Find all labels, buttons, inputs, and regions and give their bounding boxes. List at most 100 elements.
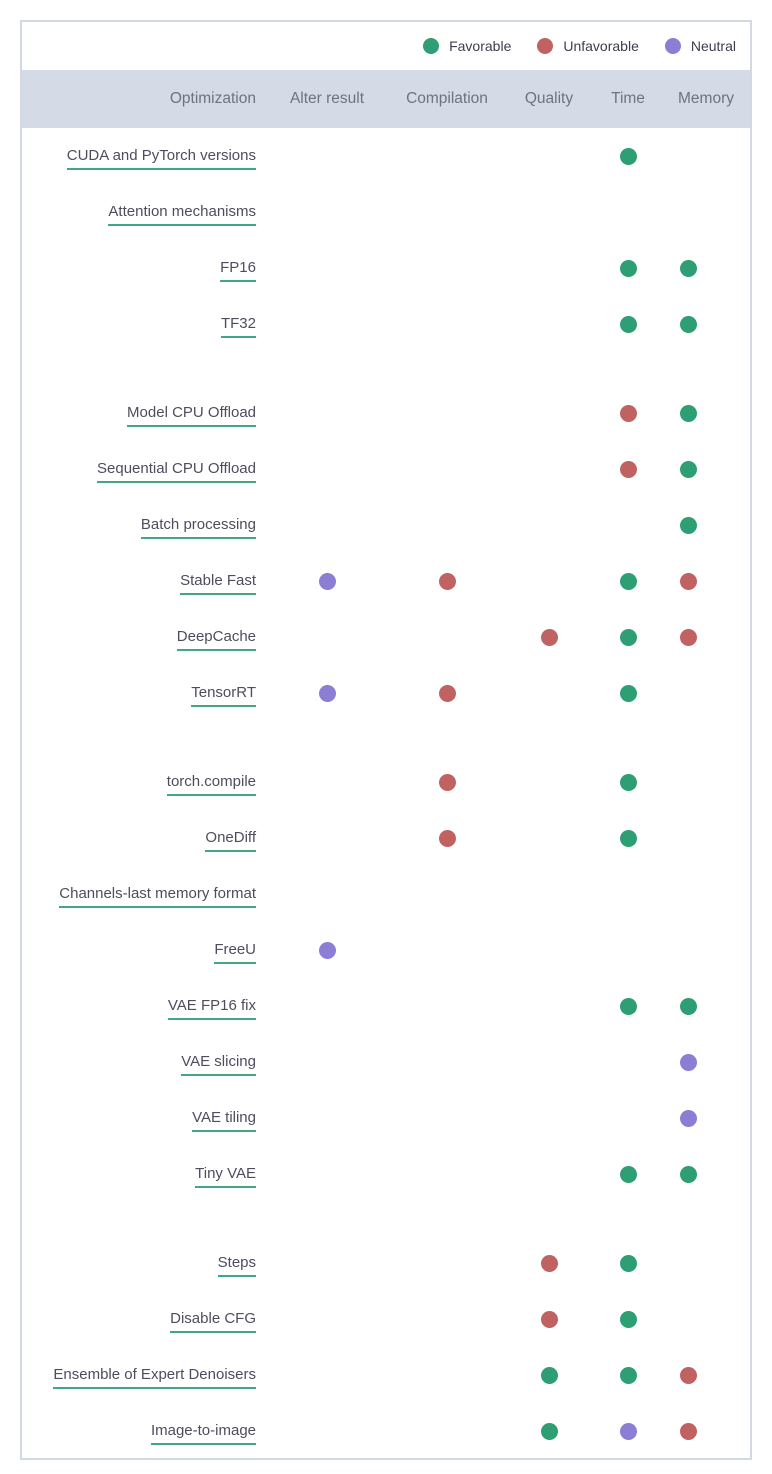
optimization-link[interactable]: TensorRT	[191, 684, 256, 707]
time-cell	[602, 997, 654, 1015]
favorable-dot-icon	[619, 628, 637, 646]
memory-cell	[654, 516, 722, 534]
alter-result-cell	[256, 684, 398, 702]
favorable-dot-icon	[619, 147, 637, 165]
optimization-link[interactable]: FreeU	[214, 941, 256, 964]
optimization-link[interactable]: OneDiff	[205, 829, 256, 852]
memory-cell	[654, 572, 722, 590]
favorable-dot-icon	[619, 572, 637, 590]
alter-result-cell	[256, 941, 398, 959]
memory-cell	[654, 315, 722, 333]
optimization-link[interactable]: VAE slicing	[181, 1053, 256, 1076]
quality-cell	[496, 628, 602, 646]
optimization-link[interactable]: DeepCache	[176, 628, 256, 651]
optimization-link[interactable]: Channels-last memory format	[59, 885, 256, 908]
optimization-link[interactable]: VAE tiling	[192, 1109, 256, 1132]
optimization-cell: VAE FP16 fix	[22, 997, 256, 1020]
unfavorable-dot-icon	[540, 1310, 558, 1328]
unfavorable-dot-icon	[679, 628, 697, 646]
legend-label: Neutral	[690, 38, 736, 54]
optimization-link[interactable]: Model CPU Offload	[127, 404, 256, 427]
favorable-dot-icon	[619, 1366, 637, 1384]
unfavorable-dot-icon	[540, 1254, 558, 1272]
time-cell	[602, 1254, 654, 1272]
spacer-row	[22, 721, 750, 754]
favorable-dot-icon	[619, 829, 637, 847]
time-cell	[602, 1422, 654, 1440]
optimization-cell: Tiny VAE	[22, 1165, 256, 1188]
table-row: Stable Fast	[22, 553, 750, 609]
favorable-dot-icon	[540, 1422, 558, 1440]
optimization-link[interactable]: Steps	[217, 1254, 256, 1277]
optimization-cell: Steps	[22, 1254, 256, 1277]
optimization-link[interactable]: Batch processing	[140, 516, 256, 539]
optimization-cell: TensorRT	[22, 684, 256, 707]
table-row: Batch processing	[22, 497, 750, 553]
favorable-dot-icon	[619, 773, 637, 791]
table-row: Sequential CPU Offload	[22, 441, 750, 497]
memory-cell	[654, 404, 722, 422]
spacer-row	[22, 352, 750, 385]
optimization-cell: VAE slicing	[22, 1053, 256, 1076]
column-header-optimization: Optimization	[169, 90, 256, 107]
memory-cell	[654, 628, 722, 646]
optimization-link[interactable]: CUDA and PyTorch versions	[66, 147, 256, 170]
neutral-dot-icon	[318, 684, 336, 702]
favorable-dot-icon	[619, 315, 637, 333]
optimization-link[interactable]: Stable Fast	[180, 572, 256, 595]
favorable-dot-icon	[619, 259, 637, 277]
compilation-cell	[398, 773, 496, 791]
optimization-link[interactable]: Ensemble of Expert Denoisers	[53, 1366, 256, 1389]
legend-item-neutral: Neutral	[664, 38, 736, 54]
matrix-rows: CUDA and PyTorch versions Attention mecha…	[22, 128, 750, 1458]
time-cell	[602, 404, 654, 422]
column-header-memory: Memory	[678, 90, 734, 107]
unfavorable-dot-icon	[438, 572, 456, 590]
favorable-dot-icon	[679, 997, 697, 1015]
optimization-cell: Attention mechanisms	[22, 203, 256, 226]
memory-cell	[654, 1109, 722, 1127]
column-header-quality: Quality	[524, 90, 574, 107]
optimization-cell: Disable CFG	[22, 1310, 256, 1333]
compilation-cell	[398, 684, 496, 702]
column-header-time: Time	[611, 90, 645, 107]
unfavorable-dot-icon	[679, 572, 697, 590]
optimization-link[interactable]: VAE FP16 fix	[167, 997, 256, 1020]
legend-item-unfavorable: Unfavorable	[537, 38, 639, 54]
unfavorable-dot-icon	[537, 38, 554, 54]
table-row: Model CPU Offload	[22, 385, 750, 441]
optimization-cell: OneDiff	[22, 829, 256, 852]
table-row: torch.compile	[22, 754, 750, 810]
optimization-link[interactable]: Disable CFG	[170, 1310, 256, 1333]
optimization-link[interactable]: Image-to-image	[150, 1422, 256, 1445]
optimization-link[interactable]: Sequential CPU Offload	[97, 460, 256, 483]
alter-result-cell	[256, 572, 398, 590]
unfavorable-dot-icon	[438, 829, 456, 847]
table-header-row: Optimization Alter result Compilation Qu…	[22, 70, 750, 128]
optimization-link[interactable]: FP16	[220, 259, 256, 282]
neutral-dot-icon	[679, 1109, 697, 1127]
optimization-cell: torch.compile	[22, 773, 256, 796]
comparison-table-frame: Favorable Unfavorable Neutral Optimizati…	[20, 20, 752, 1460]
time-cell	[602, 147, 654, 165]
table-row: CUDA and PyTorch versions	[22, 128, 750, 184]
unfavorable-dot-icon	[438, 684, 456, 702]
neutral-dot-icon	[318, 572, 336, 590]
optimization-link[interactable]: torch.compile	[166, 773, 256, 796]
optimization-link[interactable]: TF32	[220, 315, 256, 338]
time-cell	[602, 259, 654, 277]
time-cell	[602, 1366, 654, 1384]
time-cell	[602, 684, 654, 702]
favorable-dot-icon	[619, 1310, 637, 1328]
legend-label: Unfavorable	[563, 38, 639, 54]
time-cell	[602, 572, 654, 590]
spacer-row	[22, 1202, 750, 1235]
favorable-dot-icon	[619, 684, 637, 702]
optimization-link[interactable]: Tiny VAE	[195, 1165, 256, 1188]
memory-cell	[654, 997, 722, 1015]
memory-cell	[654, 460, 722, 478]
favorable-dot-icon	[619, 1165, 637, 1183]
favorable-dot-icon	[679, 259, 697, 277]
unfavorable-dot-icon	[438, 773, 456, 791]
optimization-link[interactable]: Attention mechanisms	[108, 203, 256, 226]
